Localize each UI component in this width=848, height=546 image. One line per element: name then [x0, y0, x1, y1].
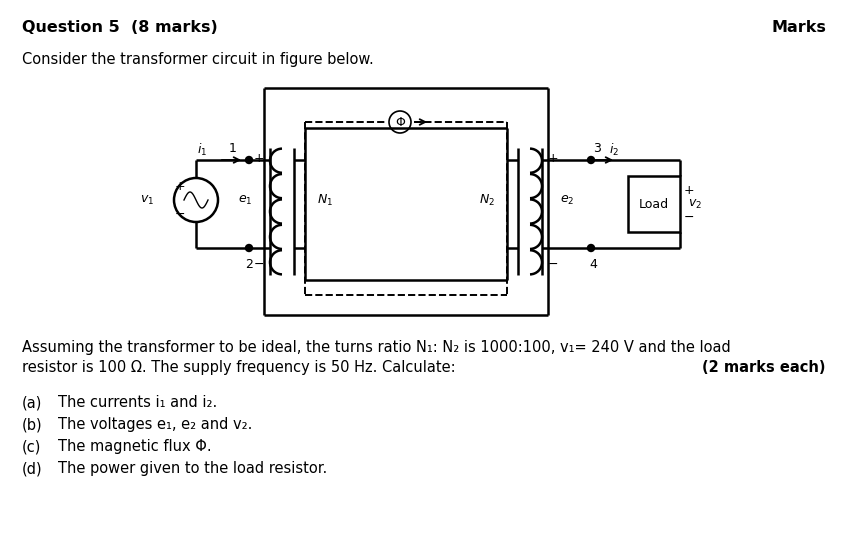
- Text: +: +: [548, 152, 559, 165]
- Text: $N_2$: $N_2$: [479, 192, 495, 207]
- Text: The magnetic flux Φ.: The magnetic flux Φ.: [58, 439, 212, 454]
- Text: −: −: [548, 258, 559, 271]
- Text: $e_2$: $e_2$: [560, 193, 574, 206]
- Text: Consider the transformer circuit in figure below.: Consider the transformer circuit in figu…: [22, 52, 374, 67]
- Text: $v_1$: $v_1$: [140, 193, 154, 206]
- Text: +: +: [175, 180, 186, 193]
- Text: $i_1$: $i_1$: [197, 142, 207, 158]
- Circle shape: [246, 157, 253, 163]
- Text: +: +: [684, 184, 695, 197]
- Text: (2 marks each): (2 marks each): [702, 360, 826, 375]
- Text: (a): (a): [22, 395, 42, 410]
- Text: −: −: [254, 258, 264, 271]
- Circle shape: [246, 245, 253, 252]
- Text: resistor is 100 Ω. The supply frequency is 50 Hz. Calculate:: resistor is 100 Ω. The supply frequency …: [22, 360, 455, 375]
- Text: $N_1$: $N_1$: [317, 192, 333, 207]
- Text: Load: Load: [639, 198, 669, 211]
- Text: −: −: [175, 207, 185, 221]
- Text: Assuming the transformer to be ideal, the turns ratio N₁: N₂ is 1000:100, v₁= 24: Assuming the transformer to be ideal, th…: [22, 340, 731, 355]
- Text: 3: 3: [593, 142, 601, 155]
- Text: $v_2$: $v_2$: [688, 198, 702, 211]
- Text: Marks: Marks: [771, 20, 826, 35]
- Circle shape: [588, 157, 594, 163]
- Text: +: +: [254, 152, 264, 165]
- Text: The power given to the load resistor.: The power given to the load resistor.: [58, 461, 327, 476]
- Text: (c): (c): [22, 439, 42, 454]
- Text: (b): (b): [22, 417, 42, 432]
- Text: The voltages e₁, e₂ and v₂.: The voltages e₁, e₂ and v₂.: [58, 417, 253, 432]
- Circle shape: [588, 245, 594, 252]
- Text: (d): (d): [22, 461, 42, 476]
- Text: Question 5  (8 marks): Question 5 (8 marks): [22, 20, 218, 35]
- Text: 1: 1: [229, 142, 237, 155]
- Text: $i_2$: $i_2$: [609, 142, 619, 158]
- Text: The currents i₁ and i₂.: The currents i₁ and i₂.: [58, 395, 217, 410]
- Text: 4: 4: [589, 258, 597, 271]
- Text: 2: 2: [245, 258, 253, 271]
- Text: −: −: [684, 211, 695, 224]
- Text: $e_1$: $e_1$: [237, 193, 252, 206]
- Text: Φ: Φ: [395, 116, 405, 128]
- Bar: [628, 176, 680, 232]
